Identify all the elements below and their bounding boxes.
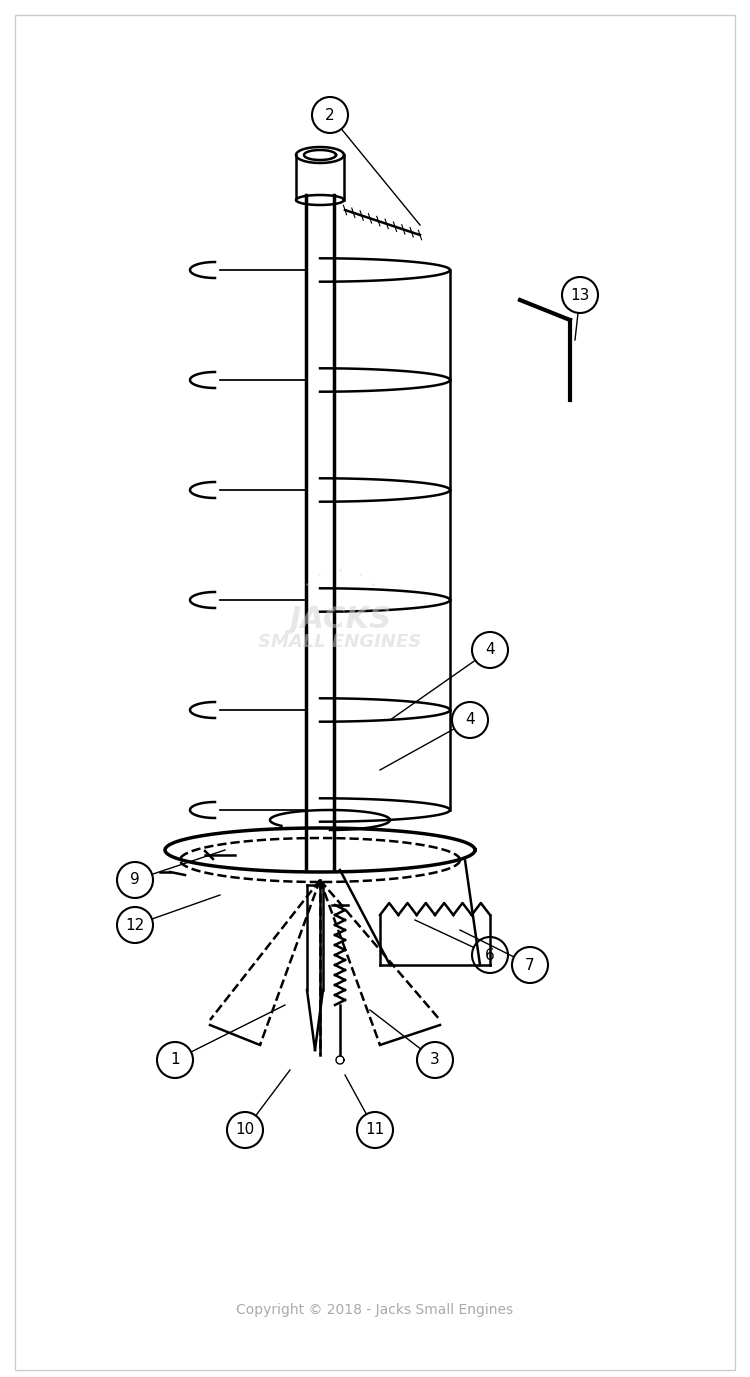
- Text: 4: 4: [465, 712, 475, 727]
- Text: JACKS: JACKS: [289, 606, 391, 635]
- Text: 11: 11: [365, 1122, 385, 1137]
- Text: Copyright © 2018 - Jacks Small Engines: Copyright © 2018 - Jacks Small Engines: [236, 1303, 514, 1316]
- Text: 3: 3: [430, 1052, 439, 1067]
- Text: 1: 1: [170, 1052, 180, 1067]
- Text: SMALL ENGINES: SMALL ENGINES: [258, 633, 422, 651]
- Text: 2: 2: [326, 107, 334, 123]
- Text: 4: 4: [485, 643, 495, 657]
- Text: 9: 9: [130, 873, 140, 888]
- Text: 10: 10: [236, 1122, 254, 1137]
- Text: 6: 6: [485, 947, 495, 963]
- Text: 13: 13: [570, 288, 590, 303]
- Text: 12: 12: [125, 917, 145, 932]
- Text: 7: 7: [525, 957, 535, 972]
